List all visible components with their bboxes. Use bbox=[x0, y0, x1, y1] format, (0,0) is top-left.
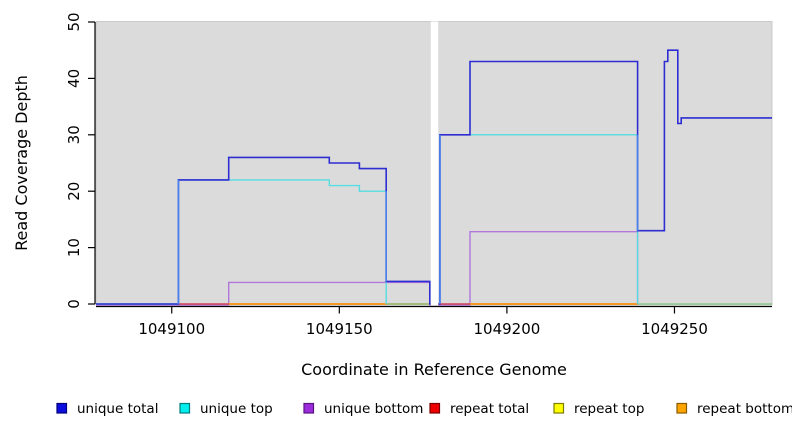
legend-swatch-unique-bottom bbox=[303, 402, 315, 414]
y-tick-label: 30 bbox=[65, 125, 83, 144]
y-tick-label: 0 bbox=[65, 299, 83, 309]
gap-band bbox=[430, 21, 439, 305]
legend-label-unique-top: unique top bbox=[200, 401, 273, 417]
x-tick-label: 1049100 bbox=[138, 320, 205, 338]
x-tick-label: 1049150 bbox=[306, 320, 373, 338]
x-tick-label: 1049200 bbox=[473, 320, 540, 338]
legend-swatch-unique-total bbox=[56, 402, 68, 414]
legend-label-unique-bottom: unique bottom bbox=[324, 401, 423, 417]
x-tick-label: 1049250 bbox=[641, 320, 708, 338]
y-tick-label: 10 bbox=[65, 238, 83, 257]
legend-label-unique-total: unique total bbox=[77, 401, 158, 417]
y-tick-label: 50 bbox=[65, 12, 83, 31]
legend-swatch-repeat-top bbox=[553, 402, 565, 414]
legend-label-repeat-top: repeat top bbox=[574, 401, 644, 417]
axes: 0 10 20 30 40 50 1049100 1049150 1049200 1049250 bbox=[65, 12, 772, 338]
legend-swatch-unique-top bbox=[179, 402, 191, 414]
series-unique-bottom bbox=[96, 281, 431, 306]
legend-swatch-repeat-bottom bbox=[676, 402, 688, 414]
x-axis-title: Coordinate in Reference Genome bbox=[301, 360, 567, 379]
legend: unique total unique top unique bottom repea… bbox=[56, 401, 792, 417]
axis-titles: Coordinate in Reference Genome Read Cove… bbox=[12, 75, 567, 379]
legend-label-repeat-total: repeat total bbox=[450, 401, 529, 417]
coverage-gap-band bbox=[430, 21, 439, 305]
y-tick-label: 40 bbox=[65, 69, 83, 88]
legend-label-repeat-bottom: repeat bottom bbox=[697, 401, 792, 417]
y-axis-title: Read Coverage Depth bbox=[12, 75, 31, 251]
legend-swatch-repeat-total bbox=[429, 402, 441, 414]
series-lines bbox=[96, 49, 772, 306]
series-unique-total bbox=[438, 49, 772, 305]
series-unique-total bbox=[96, 156, 431, 305]
y-tick-label: 20 bbox=[65, 182, 83, 201]
